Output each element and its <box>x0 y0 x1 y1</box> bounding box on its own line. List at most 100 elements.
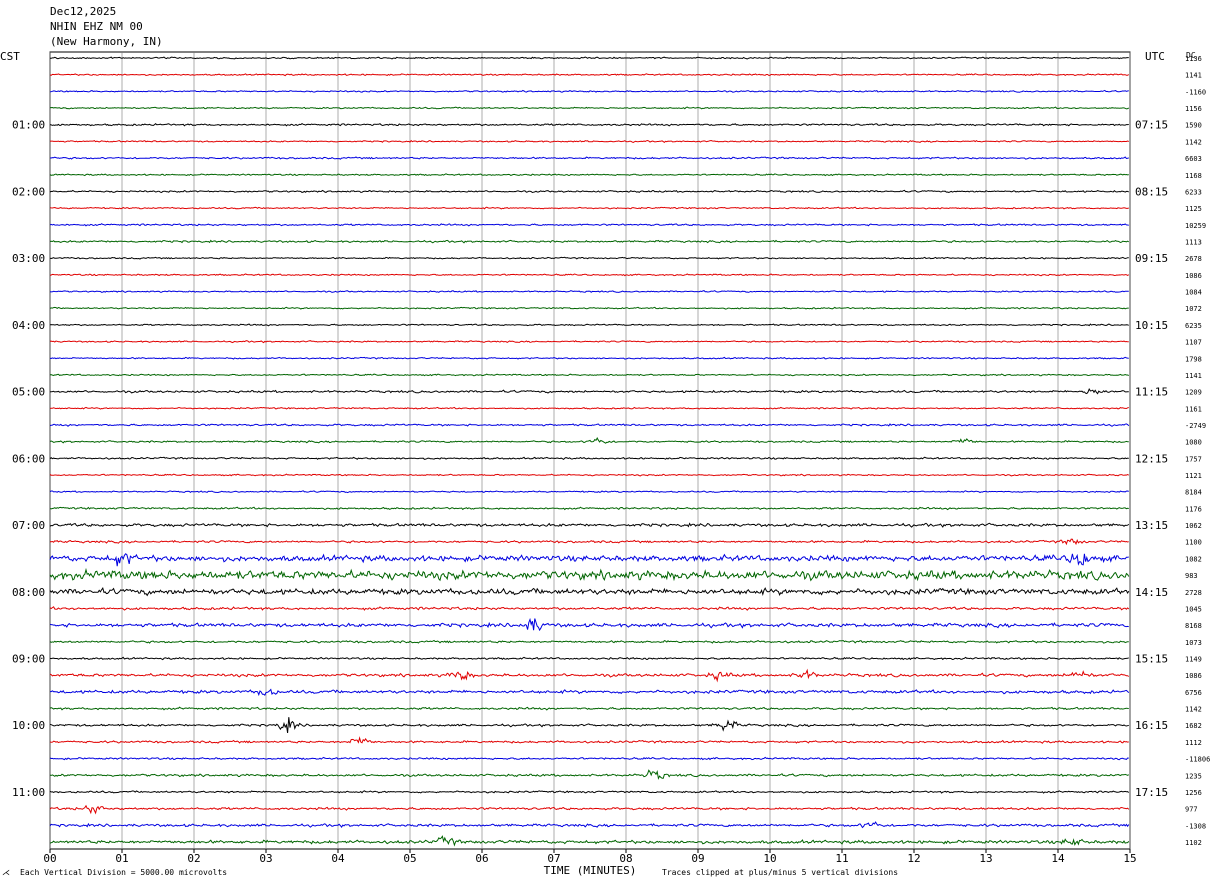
plot-frame <box>49 51 1131 850</box>
scale-note: Each Vertical Division = 5000.00 microvo… <box>20 868 228 877</box>
trace-row-25 <box>49 473 1130 477</box>
axis-labels: 01:00 02:00 03:00 04:00 05:00 06:00 07:00 08:00… <box>12 55 1210 865</box>
left-hour-label: 06:00 <box>12 452 45 465</box>
trace-row-0 <box>49 56 1129 60</box>
trace-row-41 <box>49 736 1129 744</box>
right-hour-label: 08:15 <box>1135 185 1168 198</box>
right-hour-label: 09:15 <box>1135 252 1168 265</box>
right-hour-label: 11:15 <box>1135 386 1168 399</box>
left-timezone-label: CST <box>0 50 20 63</box>
trace-row-30 <box>49 553 1129 567</box>
x-tick-label: 07 <box>547 852 560 865</box>
trace-row-29 <box>49 538 1129 546</box>
dc-offset-label: 1590 <box>1185 122 1202 130</box>
dc-offset-label: -1308 <box>1185 822 1206 830</box>
trace-row-22 <box>49 423 1130 427</box>
right-hour-label: 12:15 <box>1135 452 1168 465</box>
header-station: NHIN EHZ NM 00 <box>50 20 143 33</box>
dc-offset-label: 1142 <box>1185 138 1202 146</box>
trace-row-15 <box>49 306 1129 310</box>
left-hour-label: 01:00 <box>12 119 45 132</box>
x-tick-label: 09 <box>691 852 704 865</box>
dc-offset-label: 8184 <box>1185 489 1202 497</box>
trace-row-39 <box>49 706 1129 711</box>
dc-offset-label: 1082 <box>1185 555 1202 563</box>
trace-row-9 <box>49 206 1129 210</box>
trace-row-21 <box>49 406 1129 410</box>
trace-row-45 <box>49 804 1130 815</box>
dc-offset-label: 1757 <box>1185 455 1202 463</box>
dc-offset-label: 2678 <box>1185 255 1202 263</box>
trace-row-17 <box>49 340 1129 344</box>
dc-offset-label: 983 <box>1185 572 1198 580</box>
trace-row-26 <box>49 490 1129 494</box>
right-hour-label: 07:15 <box>1135 119 1168 132</box>
trace-row-24 <box>49 456 1129 461</box>
trace-row-35 <box>49 639 1129 644</box>
trace-row-2 <box>49 89 1129 93</box>
x-tick-label: 10 <box>763 852 776 865</box>
right-hour-label: 16:15 <box>1135 719 1168 732</box>
x-tick-label: 11 <box>835 852 848 865</box>
trace-row-11 <box>49 239 1130 244</box>
dc-offset-label: 1100 <box>1185 539 1202 547</box>
dc-offset-label: 1125 <box>1185 205 1202 213</box>
trace-row-43 <box>49 769 1130 780</box>
right-hour-label: 10:15 <box>1135 319 1168 332</box>
x-tick-label: 13 <box>979 852 992 865</box>
dc-offset-label: 1256 <box>1185 789 1202 797</box>
left-hour-label: 08:00 <box>12 586 45 599</box>
x-tick-label: 05 <box>403 852 416 865</box>
left-hour-label: 10:00 <box>12 719 45 732</box>
left-hour-label: 02:00 <box>12 185 45 198</box>
left-hour-label: 11:00 <box>12 786 45 799</box>
dc-offset-label: 1798 <box>1185 355 1202 363</box>
dc-offset-label: 2728 <box>1185 589 1202 597</box>
left-hour-label: 07:00 <box>12 519 45 532</box>
x-tick-label: 15 <box>1123 852 1136 865</box>
minute-grid <box>49 51 1131 850</box>
dc-offset-label: 1113 <box>1185 238 1202 246</box>
dc-offset-label: 1073 <box>1185 639 1202 647</box>
x-tick-label: 06 <box>475 852 488 865</box>
dc-offset-label: 1168 <box>1185 172 1202 180</box>
trace-row-28 <box>49 522 1130 528</box>
trace-row-27 <box>49 506 1129 511</box>
trace-row-8 <box>49 189 1129 194</box>
seismic-traces <box>49 56 1130 847</box>
trace-row-46 <box>49 821 1130 829</box>
dc-offset-label: 8168 <box>1185 622 1202 630</box>
dc-offset-label: 1235 <box>1185 772 1202 780</box>
dc-offset-label: 1209 <box>1185 389 1202 397</box>
dc-offset-label: 1176 <box>1185 505 1202 513</box>
dc-offset-label: 1086 <box>1185 672 1202 680</box>
clip-note: Traces clipped at plus/minus 5 vertical … <box>662 868 899 877</box>
header-location: (New Harmony, IN) <box>50 35 163 48</box>
x-tick-label: 14 <box>1051 852 1065 865</box>
header-date: Dec12,2025 <box>50 5 117 18</box>
trace-row-6 <box>50 156 1129 160</box>
x-tick-label: 12 <box>907 852 920 865</box>
trace-row-10 <box>49 223 1129 227</box>
dc-offset-label: 1142 <box>1185 706 1202 714</box>
trace-row-42 <box>49 756 1129 761</box>
dc-offset-label: 1141 <box>1185 372 1202 380</box>
dc-offset-label: 1072 <box>1185 305 1202 313</box>
dc-offset-label: 1080 <box>1185 439 1202 447</box>
dc-offset-label: 6233 <box>1185 188 1202 196</box>
dc-offset-label: 6756 <box>1185 689 1202 697</box>
trace-row-12 <box>49 256 1129 260</box>
left-hour-label: 03:00 <box>12 252 45 265</box>
dc-offset-label: 1141 <box>1185 72 1202 80</box>
right-hour-label: 13:15 <box>1135 519 1168 532</box>
x-tick-label: 00 <box>43 852 56 865</box>
x-tick-label: 02 <box>187 852 200 865</box>
dc-offset-label: -1160 <box>1185 88 1206 96</box>
dc-offset-label: 1112 <box>1185 739 1202 747</box>
trace-row-44 <box>49 790 1130 794</box>
trace-row-7 <box>49 173 1129 177</box>
trace-row-13 <box>49 273 1130 277</box>
trace-row-36 <box>49 656 1129 661</box>
dc-offset-label: 1045 <box>1185 605 1202 613</box>
